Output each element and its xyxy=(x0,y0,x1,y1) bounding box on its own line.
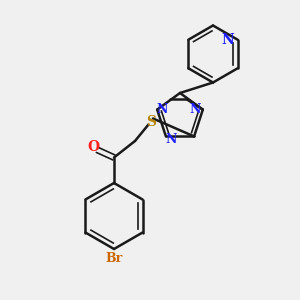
Text: O: O xyxy=(87,140,99,154)
Text: S: S xyxy=(146,115,157,128)
Text: N: N xyxy=(190,103,201,116)
Text: N: N xyxy=(221,33,234,47)
Text: N: N xyxy=(166,133,177,146)
Text: Br: Br xyxy=(105,252,123,265)
Text: N: N xyxy=(157,103,168,116)
